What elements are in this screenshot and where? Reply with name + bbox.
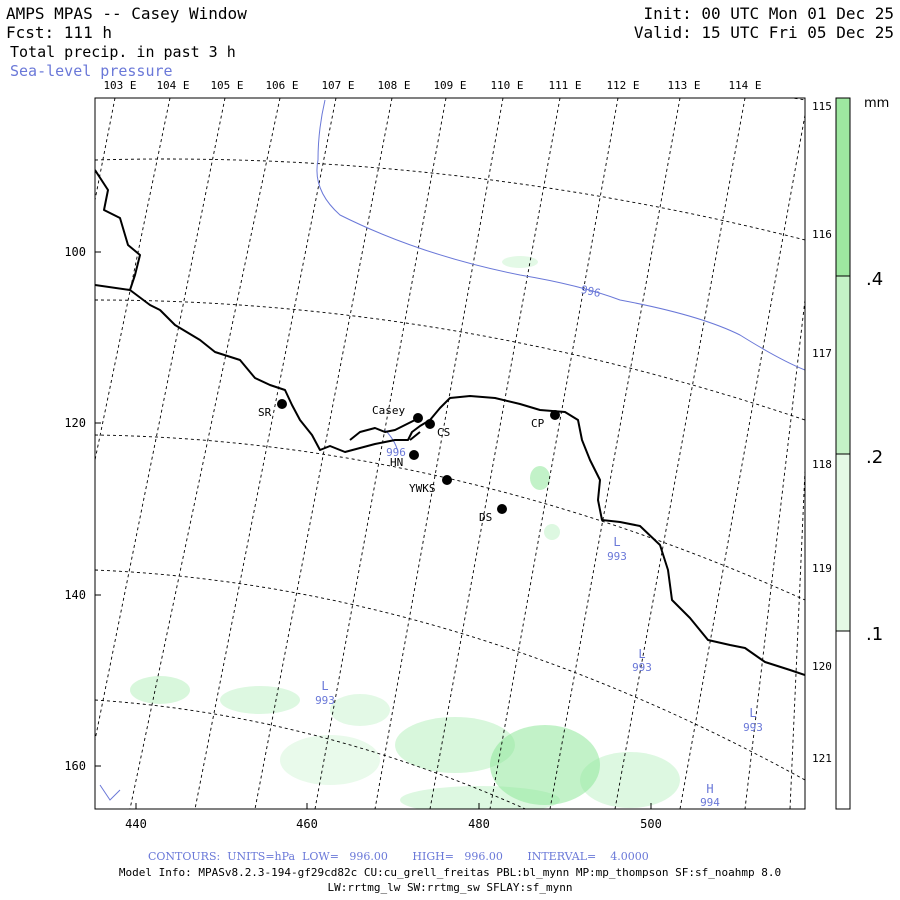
colorbar-unit: mm bbox=[864, 96, 889, 111]
low-center-symbol: L bbox=[638, 647, 645, 661]
station-dot-hn bbox=[409, 450, 419, 460]
station-label-cp: CP bbox=[531, 417, 545, 430]
lon-label: 113 E bbox=[667, 79, 700, 92]
precip-colorbar bbox=[835, 97, 851, 810]
station-label-cs: CS bbox=[437, 426, 450, 439]
x-tick-label: 480 bbox=[468, 817, 490, 831]
graticule-lon-lines bbox=[95, 98, 805, 809]
station-label-casey: Casey bbox=[372, 404, 405, 417]
low-center-symbol: L bbox=[749, 706, 756, 720]
map-title: AMPS MPAS -- Casey Window bbox=[6, 4, 247, 23]
low-center-symbol: L bbox=[613, 535, 620, 549]
lon-label: 103 E bbox=[103, 79, 136, 92]
lon-label: 112 E bbox=[606, 79, 639, 92]
station-label-sr: SR bbox=[258, 406, 272, 419]
low-center-value: 993 bbox=[632, 661, 652, 674]
valid-time: Valid: 15 UTC Fri 05 Dec 25 bbox=[633, 23, 894, 42]
station-dot-sr bbox=[277, 399, 287, 409]
lon-label: 114 E bbox=[728, 79, 761, 92]
model-info: Model Info: MPASv8.2.3-194-gf29cd82c CU:… bbox=[118, 866, 782, 879]
y-tick-label: 100 bbox=[64, 245, 86, 259]
lon-label: 110 E bbox=[490, 79, 523, 92]
coastline bbox=[95, 169, 805, 676]
precip-shading bbox=[130, 256, 680, 809]
colorbar-tick: .2 bbox=[866, 447, 883, 468]
contour-label-996: 996 bbox=[580, 283, 602, 300]
y-tick-label: 140 bbox=[64, 588, 86, 602]
station-dot-cs bbox=[425, 419, 435, 429]
x-tick-label: 500 bbox=[640, 817, 662, 831]
model-info-line2: LW:rrtmg_lw SW:rrtmg_sw SFLAY:sf_mynn bbox=[327, 881, 573, 894]
station-dot-casey bbox=[413, 413, 423, 423]
lon-label: 106 E bbox=[265, 79, 298, 92]
lon-label: 108 E bbox=[377, 79, 410, 92]
station-dot-ywks bbox=[442, 475, 452, 485]
high-center-symbol: H bbox=[706, 782, 713, 796]
map-frame bbox=[94, 97, 806, 810]
lon-label: 104 E bbox=[156, 79, 189, 92]
y-tick-label: 120 bbox=[64, 416, 86, 430]
low-center-value: 993 bbox=[607, 550, 627, 563]
lon-label: 105 E bbox=[210, 79, 243, 92]
high-center-value: 994 bbox=[700, 796, 720, 809]
station-markers bbox=[277, 399, 560, 514]
x-tick-label: 460 bbox=[296, 817, 318, 831]
station-dot-ds bbox=[497, 504, 507, 514]
x-tick-label: 440 bbox=[125, 817, 147, 831]
station-dot-cp bbox=[550, 410, 560, 420]
low-center-symbol: L bbox=[321, 679, 328, 693]
lon-label: 109 E bbox=[433, 79, 466, 92]
low-center-value: 993 bbox=[315, 694, 335, 707]
colorbar-tick: .4 bbox=[866, 269, 883, 290]
init-time: Init: 00 UTC Mon 01 Dec 25 bbox=[643, 4, 894, 23]
contour-label-996-coast: 996 bbox=[386, 446, 406, 459]
station-label-hn: HN bbox=[390, 456, 403, 469]
colorbar-tick: .1 bbox=[866, 624, 883, 645]
contour-info: CONTOURS: UNITS=hPa LOW= 996.00 HIGH= 99… bbox=[148, 850, 649, 863]
field-precip-label: Total precip. in past 3 h bbox=[10, 43, 236, 61]
graticule-lat-lines bbox=[95, 98, 805, 809]
lon-label: 111 E bbox=[548, 79, 581, 92]
low-center-value: 993 bbox=[743, 721, 763, 734]
lon-label: 107 E bbox=[321, 79, 354, 92]
forecast-hour: Fcst: 111 h bbox=[6, 23, 112, 42]
station-label-ds: DS bbox=[479, 511, 492, 524]
field-slp-label: Sea-level pressure bbox=[10, 62, 173, 80]
station-label-ywks: YWKS bbox=[409, 482, 436, 495]
y-tick-label: 160 bbox=[64, 759, 86, 773]
